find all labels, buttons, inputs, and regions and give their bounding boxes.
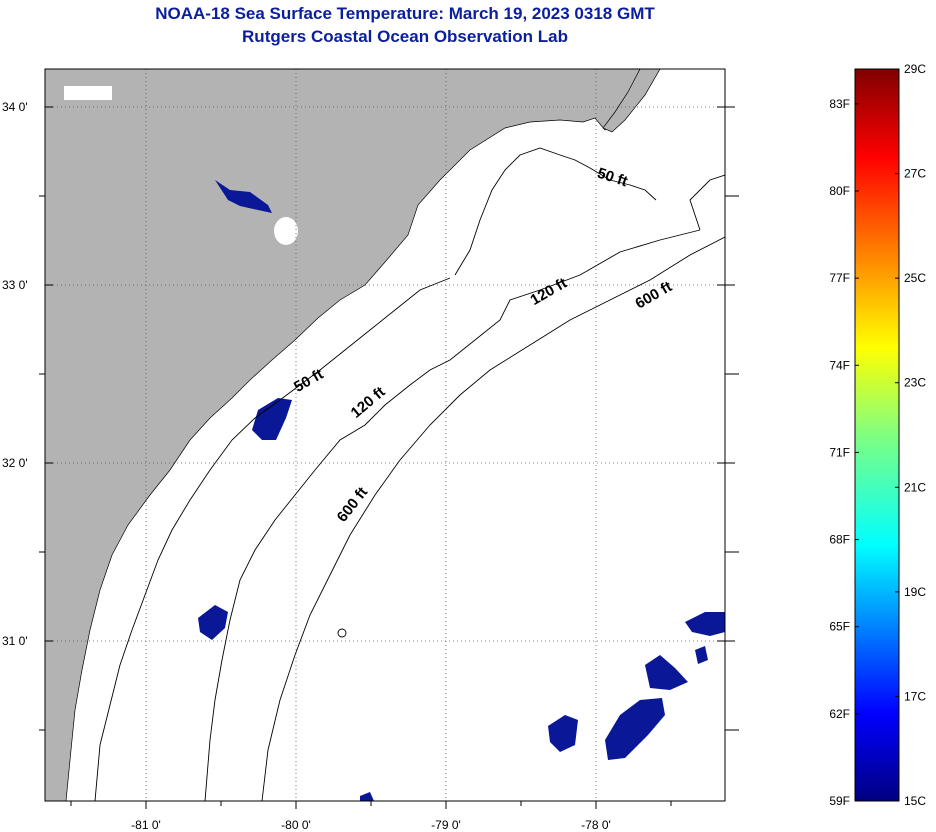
map-subtitle: Rutgers Coastal Ocean Observation Lab xyxy=(242,27,568,46)
lat-tick-label: 33 0' xyxy=(2,278,28,292)
colorbar-celsius-label: 19C xyxy=(904,585,926,599)
lon-tick-label: -80 0' xyxy=(281,818,311,832)
lake xyxy=(274,217,298,245)
lon-tick-label: -81 0' xyxy=(131,818,161,832)
colorbar-fahrenheit-label: 83F xyxy=(829,97,850,111)
colorbar-fahrenheit-label: 71F xyxy=(829,445,850,459)
axis-ticks: 34 0' 33 0' 32 0' 31 0' -81 0' -80 0' -79 0' -7… xyxy=(2,100,739,832)
colorbar-fahrenheit-label: 77F xyxy=(829,271,850,285)
colorbar-fahrenheit-label: 62F xyxy=(829,707,850,721)
lon-tick-label: -79 0' xyxy=(431,818,461,832)
colorbar-celsius-label: 29C xyxy=(904,62,926,76)
plot-frame xyxy=(44,68,726,802)
lat-lon-grid xyxy=(45,69,725,801)
contour-50ft-north xyxy=(454,147,657,276)
lon-tick-label: -78 0' xyxy=(581,818,611,832)
lat-tick-label: 31 0' xyxy=(2,634,28,648)
colorbar-fahrenheit-label: 74F xyxy=(829,358,850,372)
lat-tick-label: 32 0' xyxy=(2,456,28,470)
colorbar-celsius-label: 21C xyxy=(904,480,926,494)
colorbar-labels: 29C 27C 25C 23C 21C 19C 17C 15C 83F 80F 77F 74F 71F 6… xyxy=(829,62,926,808)
cold-sst-patches xyxy=(198,180,725,801)
contour-600ft xyxy=(261,236,725,801)
depth-contours xyxy=(94,147,725,801)
colorbar-celsius-label: 27C xyxy=(904,167,926,181)
colorbar-fahrenheit-label: 80F xyxy=(829,184,850,198)
map-title: NOAA-18 Sea Surface Temperature: March 1… xyxy=(155,4,655,23)
colorbar xyxy=(854,68,900,802)
colorbar-celsius-label: 17C xyxy=(904,689,926,703)
land-mass xyxy=(45,69,641,801)
colorbar-celsius-label: 25C xyxy=(904,271,926,285)
colorbar-fahrenheit-label: 65F xyxy=(829,620,850,634)
lat-tick-label: 34 0' xyxy=(2,100,28,114)
contour-50ft-south xyxy=(94,277,451,801)
colorbar-fahrenheit-label: 68F xyxy=(829,533,850,547)
colorbar-fahrenheit-label: 59F xyxy=(829,794,850,808)
contour-120ft xyxy=(204,174,725,801)
lake xyxy=(64,86,112,100)
colorbar-celsius-label: 23C xyxy=(904,376,926,390)
colorbar-celsius-label: 15C xyxy=(904,794,926,808)
outer-banks xyxy=(602,69,661,133)
